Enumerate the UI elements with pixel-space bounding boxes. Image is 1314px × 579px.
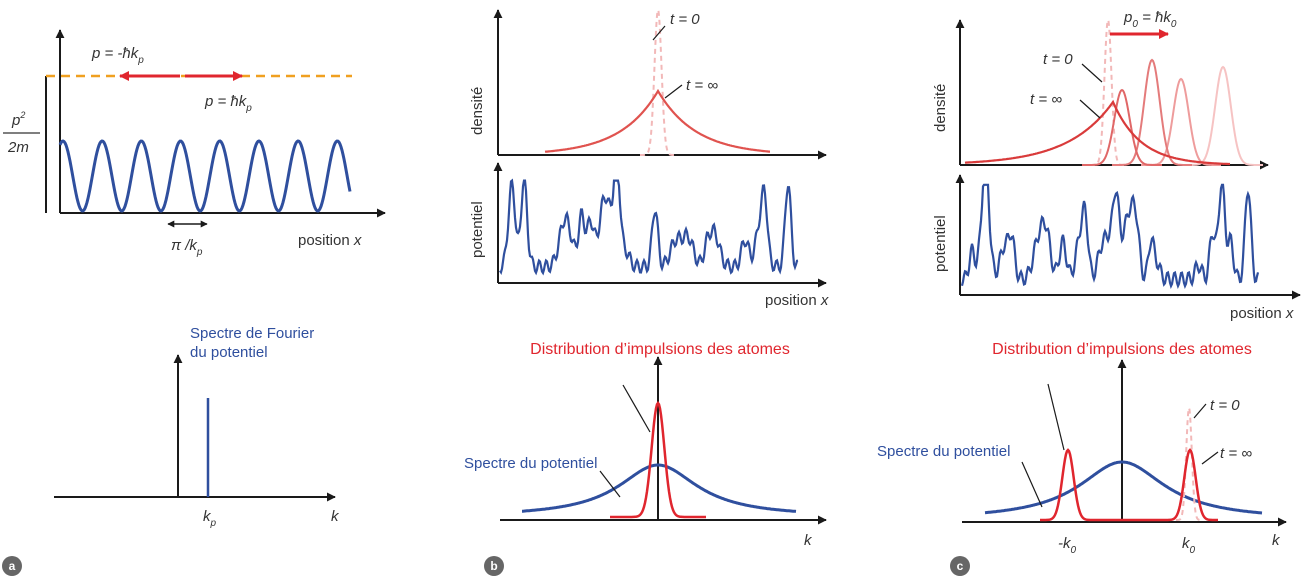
b-badge-label: b	[490, 559, 497, 573]
c-badge-label: c	[957, 559, 964, 573]
c-potential-spectrum-curve	[984, 460, 1263, 515]
panel-b: t = 0 t = ∞ densité potentiel position x…	[464, 7, 829, 576]
panel-a: p = -ħkp p = ħkp p2 2m π /kp position x …	[2, 29, 386, 576]
a-periodic-potential	[58, 139, 352, 213]
a-xaxis-label: position x	[298, 232, 362, 249]
c-potential-ylabel: potentiel	[932, 215, 949, 272]
c-t0-pointer	[1081, 63, 1103, 83]
a-p-right-label: p = ħkp	[204, 93, 252, 114]
a-period-label: π /kp	[171, 237, 203, 258]
a-badge	[2, 556, 22, 576]
a-badge-label: a	[9, 559, 16, 573]
c-density-moving-2	[1141, 77, 1221, 166]
c-t0k-label: t = 0	[1210, 397, 1240, 414]
c-t0k-pointer	[1193, 403, 1207, 419]
c-p0-label: p0 = ħk0	[1123, 9, 1177, 30]
b-potential-ylabel: potentiel	[469, 201, 486, 258]
b-t0-pointer	[652, 25, 666, 41]
c-tinfk-pointer	[1201, 451, 1219, 465]
a-fourier-label-1: Spectre de Fourier	[190, 325, 314, 342]
c-spectrum-label: Spectre du potentiel	[877, 443, 1010, 460]
c-density-ylabel: densité	[932, 84, 949, 132]
a-fourier-label-2: du potentiel	[190, 344, 268, 361]
b-momentum-distribution-curve	[610, 400, 706, 519]
b-density-t0-curve	[640, 7, 676, 156]
c-density-moving-1	[1183, 65, 1263, 166]
c-random-potential	[960, 183, 1260, 290]
c-tinfk-label: t = ∞	[1220, 445, 1252, 462]
c-xaxis-label: position x	[1230, 305, 1294, 322]
c-t0-label: t = 0	[1043, 51, 1073, 68]
b-potential-spectrum-curve	[522, 463, 797, 513]
c-badge	[950, 556, 970, 576]
b-t0-label: t = 0	[670, 11, 700, 28]
c-density-moving-4	[1082, 88, 1162, 166]
b-blue-pointer	[599, 470, 621, 498]
c-k0-label: k0	[1182, 535, 1196, 556]
c-k-axis-label: k	[1272, 532, 1281, 549]
a-kp-label: kp	[203, 508, 217, 529]
b-k-axis-label: k	[804, 532, 813, 549]
a-energy-denominator: 2m	[7, 139, 29, 156]
c-red-pointer	[1047, 383, 1065, 451]
c-momentum-t0-curve	[1176, 404, 1202, 521]
b-density-tinf-curve	[544, 88, 770, 153]
b-tinf-label: t = ∞	[686, 77, 718, 94]
c-blue-pointer	[1021, 461, 1043, 508]
b-spectrum-label: Spectre du potentiel	[464, 455, 597, 472]
panel-c: p0 = ħk0 t = 0 t = ∞ densité potentiel p…	[877, 9, 1301, 576]
c-tinf-pointer	[1079, 99, 1101, 119]
a-p-left-label: p = -ħkp	[91, 45, 144, 66]
c-momentum-distribution-curve	[1040, 448, 1218, 522]
c-distribution-title: Distribution d’impulsions des atomes	[992, 341, 1252, 358]
a-energy-numerator: p2	[11, 110, 25, 129]
c-density-tinf-curve	[964, 99, 1230, 166]
b-tinf-pointer	[664, 84, 683, 99]
b-random-potential	[499, 178, 799, 276]
b-distribution-title: Distribution d’impulsions des atomes	[530, 341, 790, 358]
a-k-axis-label: k	[331, 508, 340, 525]
b-density-ylabel: densité	[469, 87, 486, 135]
b-xaxis-label: position x	[765, 292, 829, 309]
b-badge	[484, 556, 504, 576]
c-density-moving-3	[1112, 58, 1192, 166]
b-red-pointer	[622, 384, 651, 433]
c-mk0-label: -k0	[1058, 535, 1077, 556]
c-tinf-label: t = ∞	[1030, 91, 1062, 108]
